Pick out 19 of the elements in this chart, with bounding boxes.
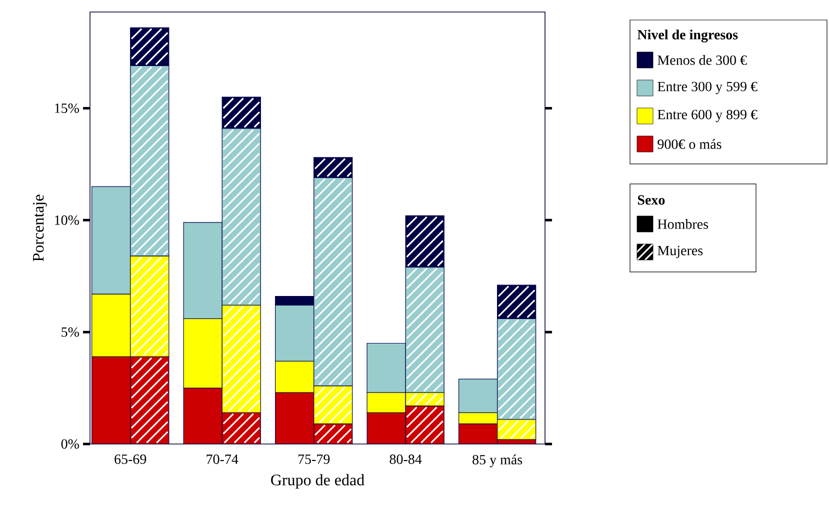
x-tick-label: 65-69 bbox=[114, 454, 146, 464]
text: Sexo bbox=[638, 195, 665, 205]
legend-label: 900€ o más bbox=[658, 139, 722, 149]
text: Mujeres bbox=[658, 246, 703, 258]
x-tick-label: 80-84 bbox=[390, 454, 422, 464]
legend-label: Entre 600 y 899 € bbox=[658, 110, 758, 122]
x-axis-title: Grupo de edad bbox=[271, 474, 364, 489]
legend-title: Nivel de ingresos bbox=[637, 30, 738, 42]
y-axis-title: Porcentaje bbox=[32, 194, 47, 262]
y-tick-label: 5% bbox=[62, 327, 79, 337]
y-tick-label: 10% bbox=[55, 215, 79, 225]
text: Hombres bbox=[658, 219, 708, 229]
y-tick-label: 0% bbox=[61, 439, 79, 449]
x-tick-label: 70-74 bbox=[206, 454, 238, 464]
y-tick-label: 15% bbox=[55, 103, 79, 113]
x-tick-label: 75-79 bbox=[298, 454, 330, 464]
legend-label: Entre 300 y 599 € bbox=[658, 82, 758, 94]
x-tick-label: 85 y más bbox=[472, 454, 522, 468]
legend-label: Menos de 300 € bbox=[658, 55, 747, 65]
